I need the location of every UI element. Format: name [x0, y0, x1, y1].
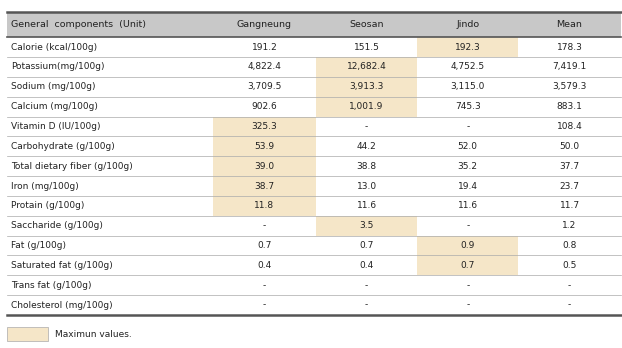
Text: 0.4: 0.4	[360, 261, 374, 270]
Text: Vitamin D (IU/100g): Vitamin D (IU/100g)	[11, 122, 101, 131]
Text: Calcium (mg/100g): Calcium (mg/100g)	[11, 102, 98, 111]
Text: Carbohydrate (g/100g): Carbohydrate (g/100g)	[11, 142, 115, 151]
Text: -: -	[263, 221, 266, 230]
Text: 0.8: 0.8	[562, 241, 577, 250]
Text: 38.8: 38.8	[356, 162, 376, 171]
Text: 325.3: 325.3	[251, 122, 277, 131]
Text: 13.0: 13.0	[356, 182, 376, 190]
Bar	[316, 57, 417, 77]
Text: 151.5: 151.5	[354, 43, 379, 52]
Text: Fat (g/100g): Fat (g/100g)	[11, 241, 66, 250]
Text: Maximun values.: Maximun values.	[55, 330, 132, 339]
Text: Potassium(mg/100g): Potassium(mg/100g)	[11, 63, 104, 71]
Text: 883.1: 883.1	[557, 102, 582, 111]
Bar	[213, 196, 316, 216]
Text: 11.6: 11.6	[458, 201, 478, 210]
Bar	[316, 77, 417, 97]
Bar	[213, 117, 316, 136]
Text: 3,579.3: 3,579.3	[552, 82, 587, 91]
Text: -: -	[466, 281, 470, 290]
Bar	[316, 97, 417, 117]
Bar	[316, 216, 417, 236]
Text: Calorie (kcal/100g): Calorie (kcal/100g)	[11, 43, 97, 52]
Text: 0.9: 0.9	[460, 241, 475, 250]
Text: 44.2: 44.2	[356, 142, 376, 151]
Bar	[7, 12, 621, 37]
Text: Gangneung: Gangneung	[237, 20, 292, 29]
Text: Iron (mg/100g): Iron (mg/100g)	[11, 182, 79, 190]
Text: 0.7: 0.7	[460, 261, 475, 270]
Text: -: -	[568, 281, 571, 290]
Text: Sodium (mg/100g): Sodium (mg/100g)	[11, 82, 96, 91]
Text: 11.8: 11.8	[254, 201, 274, 210]
Text: 4,822.4: 4,822.4	[248, 63, 281, 71]
Bar	[417, 37, 518, 57]
Bar	[417, 255, 518, 275]
Text: Jindo: Jindo	[456, 20, 480, 29]
Text: 108.4: 108.4	[557, 122, 582, 131]
Text: Mean: Mean	[557, 20, 582, 29]
Text: 191.2: 191.2	[251, 43, 277, 52]
Text: Saccharide (g/100g): Saccharide (g/100g)	[11, 221, 103, 230]
Text: 3.5: 3.5	[360, 221, 374, 230]
Bar	[417, 236, 518, 255]
Text: 50.0: 50.0	[559, 142, 580, 151]
Text: 3,115.0: 3,115.0	[450, 82, 485, 91]
Text: 23.7: 23.7	[560, 182, 580, 190]
Text: 4,752.5: 4,752.5	[451, 63, 485, 71]
Text: 12,682.4: 12,682.4	[346, 63, 386, 71]
Text: 11.6: 11.6	[356, 201, 376, 210]
Text: Trans fat (g/100g): Trans fat (g/100g)	[11, 281, 91, 290]
Text: 0.7: 0.7	[360, 241, 374, 250]
Text: Cholesterol (mg/100g): Cholesterol (mg/100g)	[11, 301, 113, 309]
Text: -: -	[365, 301, 368, 309]
Bar	[213, 136, 316, 156]
Text: 0.4: 0.4	[258, 261, 272, 270]
Text: 192.3: 192.3	[455, 43, 481, 52]
Text: -: -	[466, 221, 470, 230]
Bar	[213, 156, 316, 176]
Text: Protain (g/100g): Protain (g/100g)	[11, 201, 85, 210]
Text: 11.7: 11.7	[559, 201, 580, 210]
Text: -: -	[263, 301, 266, 309]
Text: 37.7: 37.7	[559, 162, 580, 171]
Text: 0.7: 0.7	[258, 241, 272, 250]
Text: 1.2: 1.2	[562, 221, 577, 230]
Text: General  components  (Unit): General components (Unit)	[11, 20, 146, 29]
Text: 52.0: 52.0	[458, 142, 478, 151]
Text: 7,419.1: 7,419.1	[552, 63, 587, 71]
Text: 38.7: 38.7	[254, 182, 274, 190]
Text: -: -	[263, 281, 266, 290]
Text: 39.0: 39.0	[254, 162, 274, 171]
Text: Saturated fat (g/100g): Saturated fat (g/100g)	[11, 261, 113, 270]
Text: 0.5: 0.5	[562, 261, 577, 270]
Bar	[7, 327, 48, 341]
Text: 3,913.3: 3,913.3	[350, 82, 384, 91]
Text: 1,001.9: 1,001.9	[350, 102, 384, 111]
Text: -: -	[466, 122, 470, 131]
Text: 902.6: 902.6	[251, 102, 277, 111]
Text: 19.4: 19.4	[458, 182, 478, 190]
Text: -: -	[568, 301, 571, 309]
Text: -: -	[365, 281, 368, 290]
Bar	[213, 176, 316, 196]
Text: 178.3: 178.3	[557, 43, 582, 52]
Text: -: -	[466, 301, 470, 309]
Text: 3,709.5: 3,709.5	[248, 82, 282, 91]
Text: Seosan: Seosan	[350, 20, 384, 29]
Text: 745.3: 745.3	[455, 102, 481, 111]
Text: 35.2: 35.2	[458, 162, 478, 171]
Text: 53.9: 53.9	[254, 142, 274, 151]
Text: -: -	[365, 122, 368, 131]
Text: Total dietary fiber (g/100g): Total dietary fiber (g/100g)	[11, 162, 133, 171]
